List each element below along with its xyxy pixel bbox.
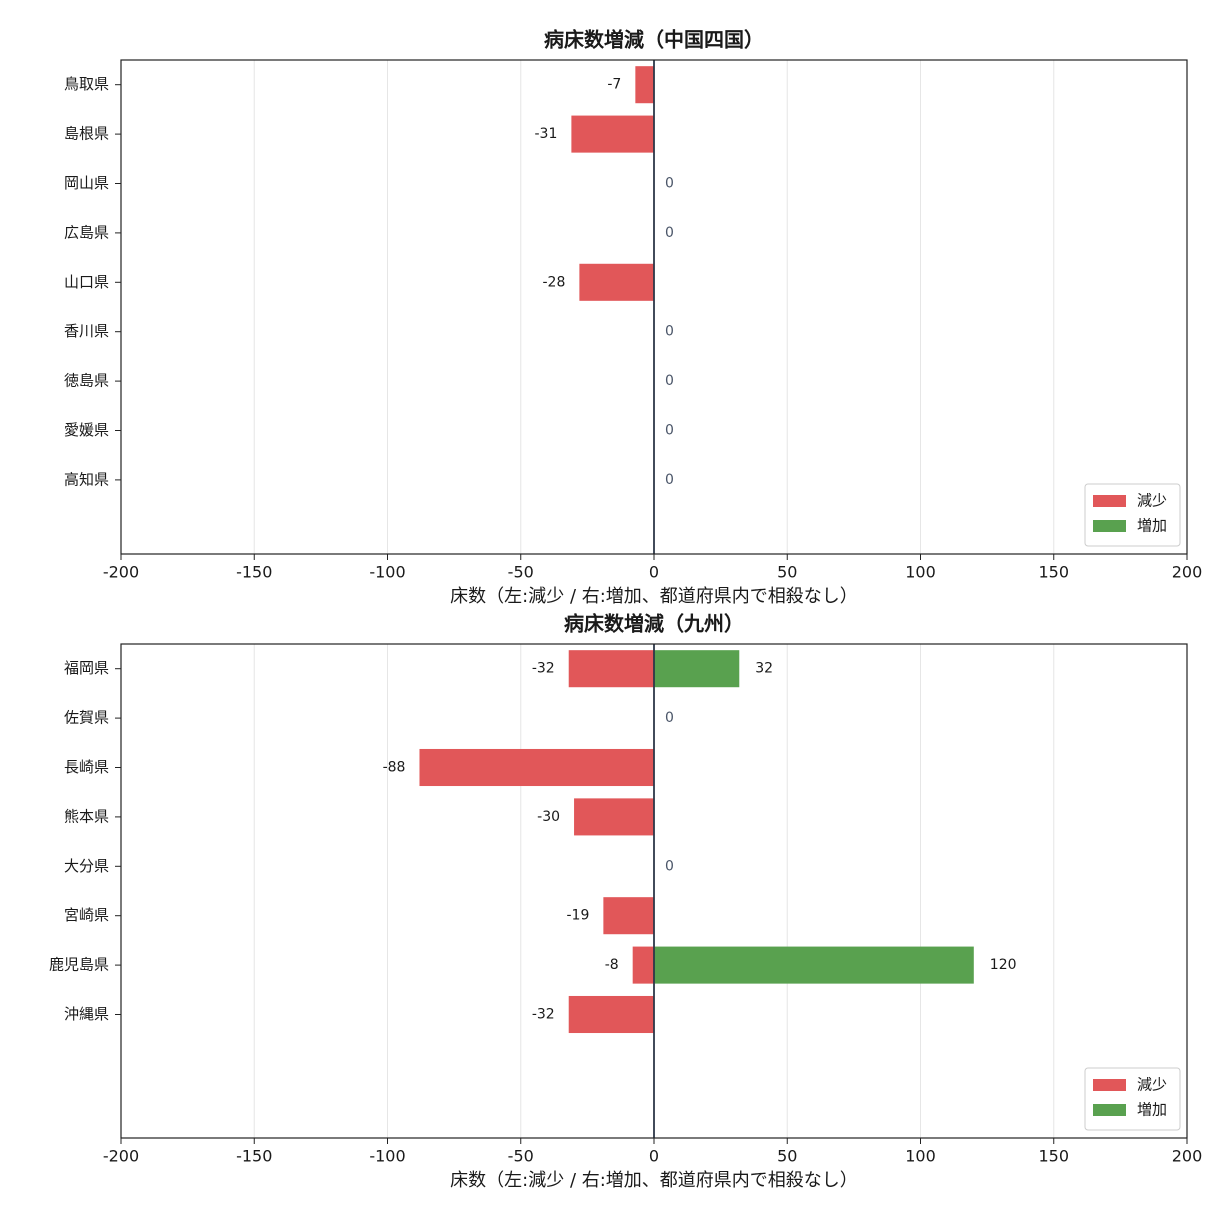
x-axis-label: 床数（左:減少 / 右:増加、都道府県内で相殺なし） xyxy=(450,1170,858,1191)
y-tick-label: 香川県 xyxy=(64,322,109,340)
value-label: -8 xyxy=(605,957,619,973)
bar xyxy=(654,650,740,688)
plot-frame xyxy=(120,59,1188,555)
value-label: -30 xyxy=(537,809,560,825)
x-tick-label: 50 xyxy=(777,1147,797,1166)
x-axis-label: 床数（左:減少 / 右:増加、都道府県内で相殺なし） xyxy=(450,586,858,607)
x-tick-label: -200 xyxy=(103,563,139,582)
value-label: 0 xyxy=(665,858,674,874)
y-tick-label: 高知県 xyxy=(64,470,109,488)
y-tick-label: 佐賀県 xyxy=(64,709,109,727)
x-tick-label: -150 xyxy=(236,1147,272,1166)
x-tick-label: 0 xyxy=(649,563,659,582)
legend-label: 増加 xyxy=(1137,1101,1167,1119)
value-label: -32 xyxy=(532,661,555,677)
y-tick-label: 岡山県 xyxy=(64,174,109,192)
plot-frame xyxy=(120,643,1188,1139)
value-label: 120 xyxy=(990,957,1017,973)
x-tick-label: -50 xyxy=(508,563,534,582)
legend-swatch xyxy=(1093,1079,1126,1091)
x-tick-label: -200 xyxy=(103,1147,139,1166)
value-label: -7 xyxy=(607,77,621,93)
value-label: 0 xyxy=(665,373,674,389)
bar xyxy=(632,946,654,984)
value-label: 32 xyxy=(755,661,773,677)
value-label: 0 xyxy=(665,324,674,340)
value-label: -31 xyxy=(535,126,558,142)
bar xyxy=(603,897,654,935)
x-tick-label: 200 xyxy=(1172,1147,1203,1166)
value-label: -19 xyxy=(566,908,589,924)
value-label: 0 xyxy=(665,472,674,488)
y-tick-label: 島根県 xyxy=(64,125,109,143)
y-tick-label: 広島県 xyxy=(64,223,109,241)
legend-swatch xyxy=(1093,495,1126,507)
x-tick-label: -50 xyxy=(508,1147,534,1166)
legend-swatch xyxy=(1093,520,1126,532)
bar xyxy=(568,650,654,688)
legend-label: 増加 xyxy=(1137,517,1167,535)
y-tick-label: 鹿児島県 xyxy=(49,956,109,974)
x-tick-label: 150 xyxy=(1038,1147,1069,1166)
legend-label: 減少 xyxy=(1137,1076,1167,1094)
bar xyxy=(574,798,654,836)
bar xyxy=(568,995,654,1034)
x-tick-label: 0 xyxy=(649,1147,659,1166)
value-label: 0 xyxy=(665,225,674,241)
chart-title: 病床数増減（九州） xyxy=(564,612,744,636)
bar xyxy=(654,946,974,984)
y-tick-label: 沖縄県 xyxy=(64,1005,109,1023)
x-tick-label: 50 xyxy=(777,563,797,582)
bar xyxy=(635,66,654,104)
value-label: -28 xyxy=(543,274,566,290)
y-tick-label: 徳島県 xyxy=(64,372,109,390)
y-tick-label: 長崎県 xyxy=(64,758,109,776)
value-label: -88 xyxy=(383,760,406,776)
y-tick-label: 愛媛県 xyxy=(64,421,109,439)
x-tick-label: 100 xyxy=(905,563,936,582)
chart-title: 病床数増減（中国四国） xyxy=(544,28,764,52)
x-tick-label: 150 xyxy=(1038,563,1069,582)
value-label: 0 xyxy=(665,710,674,726)
bar xyxy=(419,748,654,787)
bar xyxy=(579,263,654,301)
x-tick-label: -100 xyxy=(369,1147,405,1166)
bar xyxy=(571,115,654,153)
y-tick-label: 熊本県 xyxy=(64,807,109,825)
value-label: -32 xyxy=(532,1007,555,1023)
value-label: 0 xyxy=(665,423,674,439)
y-tick-label: 福岡県 xyxy=(64,659,109,677)
y-tick-label: 大分県 xyxy=(64,857,109,875)
x-tick-label: -150 xyxy=(236,563,272,582)
y-tick-label: 宮崎県 xyxy=(64,906,109,924)
value-label: 0 xyxy=(665,176,674,192)
x-tick-label: -100 xyxy=(369,563,405,582)
x-tick-label: 100 xyxy=(905,1147,936,1166)
y-tick-label: 鳥取県 xyxy=(64,75,109,93)
legend-label: 減少 xyxy=(1137,492,1167,510)
y-tick-label: 山口県 xyxy=(64,273,109,291)
legend-swatch xyxy=(1093,1104,1126,1116)
x-tick-label: 200 xyxy=(1172,563,1203,582)
